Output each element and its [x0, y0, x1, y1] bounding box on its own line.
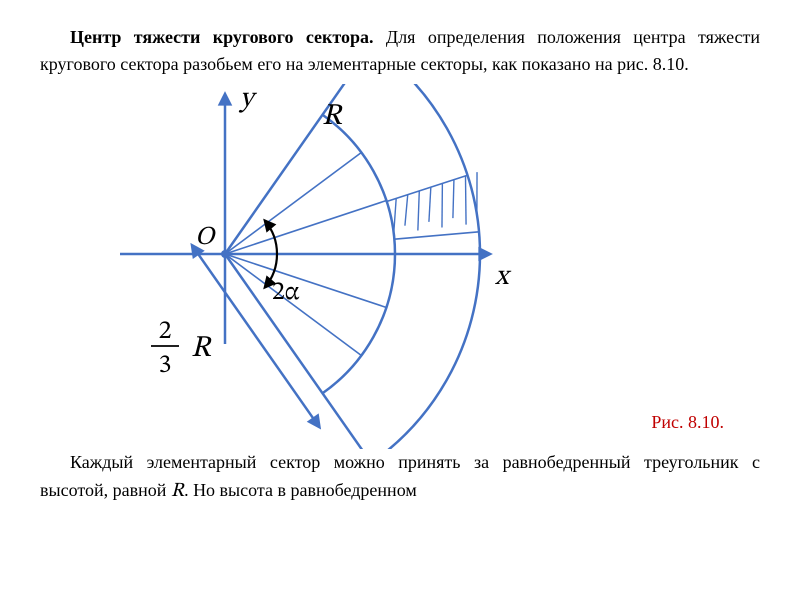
figure-caption: Рис. 8.10. [651, 412, 724, 433]
p2-R: R [171, 481, 184, 501]
intro-paragraph: Центр тяжести кругового сектора. Для опр… [40, 24, 760, 78]
figure-svg: yxOR2α23R [40, 84, 760, 449]
second-paragraph: Каждый элементарный сектор можно принять… [40, 449, 760, 506]
svg-text:2α: 2α [272, 280, 300, 306]
heading: Центр тяжести кругового сектора. [70, 27, 374, 47]
svg-text:R: R [322, 102, 343, 132]
svg-text:x: x [494, 263, 512, 291]
figure-8-10: yxOR2α23R Рис. 8.10. [40, 84, 760, 449]
svg-text:O: O [195, 225, 216, 251]
svg-text:3: 3 [159, 353, 172, 379]
p2-tail: . Но высота в равнобедренном [184, 480, 417, 500]
svg-text:R: R [191, 334, 212, 364]
svg-text:y: y [238, 85, 258, 113]
svg-text:2: 2 [159, 319, 172, 345]
